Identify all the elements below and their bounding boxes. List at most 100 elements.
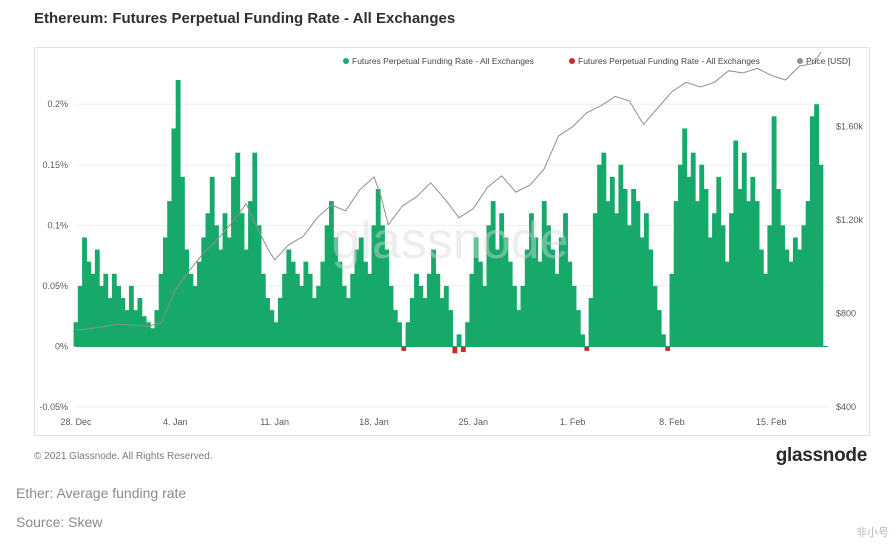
funding-bar-negative	[460, 346, 466, 353]
funding-bar	[324, 225, 330, 347]
funding-bar	[550, 249, 556, 347]
x-tick-label: 8. Feb	[659, 417, 685, 427]
legend-item[interactable]: Futures Perpetual Funding Rate - All Exc…	[569, 56, 760, 66]
y-left-tick-label: 0.2%	[47, 99, 68, 109]
funding-bar	[201, 237, 207, 347]
funding-bar	[341, 285, 347, 347]
funding-bar	[507, 261, 513, 347]
funding-bar	[567, 261, 573, 347]
caption-line-1: Ether: Average funding rate	[16, 485, 187, 501]
funding-bar	[673, 201, 679, 347]
x-tick-label: 25. Jan	[459, 417, 489, 427]
funding-bar	[648, 249, 654, 347]
y-left-tick-label: 0.05%	[42, 281, 68, 291]
funding-bar	[695, 201, 700, 347]
funding-bar	[729, 213, 734, 347]
funding-bar	[188, 273, 194, 347]
funding-bar	[392, 310, 398, 347]
copyright-text: © 2021 Glassnode. All Rights Reserved.	[34, 451, 213, 462]
y-right-tick-label: $800	[836, 309, 856, 319]
funding-bar	[516, 310, 522, 347]
funding-bar	[720, 225, 726, 347]
funding-bar	[575, 310, 581, 347]
funding-bar	[367, 273, 373, 347]
funding-bar	[409, 298, 415, 347]
funding-bar	[716, 176, 722, 347]
funding-bar	[631, 189, 637, 347]
funding-bar	[605, 201, 611, 347]
funding-bar	[167, 201, 173, 347]
funding-bar	[375, 189, 381, 347]
funding-bar	[345, 298, 351, 347]
funding-bar	[154, 310, 160, 347]
funding-bar	[486, 225, 492, 347]
funding-bar	[499, 213, 505, 347]
funding-bar	[614, 213, 620, 347]
funding-bar	[133, 310, 139, 347]
funding-bar	[699, 164, 705, 347]
legend[interactable]: Futures Perpetual Funding Rate - All Exc…	[343, 56, 850, 66]
funding-bar	[563, 213, 568, 347]
funding-bars	[73, 80, 828, 354]
funding-bar	[801, 225, 807, 347]
funding-bar	[473, 237, 479, 347]
funding-bar	[371, 225, 377, 347]
funding-bar	[311, 298, 317, 347]
funding-bar-negative	[401, 346, 407, 351]
y-left-tick-label: 0.15%	[42, 160, 68, 170]
funding-bar	[750, 176, 756, 347]
funding-bar	[512, 285, 517, 347]
axes: -0.05% 0% 0.05% 0.1% 0.15% 0.2% $400 $800 $1.20k…	[39, 99, 863, 427]
funding-bar	[537, 261, 543, 347]
funding-bar	[137, 298, 143, 347]
funding-bar	[469, 273, 475, 347]
funding-bar	[494, 249, 500, 347]
funding-bar	[435, 273, 441, 347]
funding-bar	[414, 273, 419, 347]
legend-label: Price [USD]	[806, 56, 850, 66]
price-layer	[75, 51, 822, 331]
funding-bar	[707, 237, 713, 347]
funding-bar	[239, 213, 245, 347]
funding-bar	[797, 249, 803, 347]
funding-bar	[741, 152, 747, 347]
funding-bar	[380, 225, 385, 347]
funding-bar	[626, 225, 632, 347]
funding-bar	[431, 249, 436, 347]
funding-bar	[128, 285, 134, 347]
funding-bar	[754, 201, 760, 347]
funding-bar	[767, 225, 773, 347]
funding-bar	[678, 164, 683, 347]
funding-bar	[571, 285, 577, 347]
funding-bar	[609, 176, 615, 347]
legend-item[interactable]: Futures Perpetual Funding Rate - All Exc…	[343, 56, 534, 66]
x-tick-label: 18. Jan	[359, 417, 389, 427]
funding-bar	[597, 164, 602, 347]
funding-bar	[533, 237, 539, 347]
funding-bar	[158, 273, 164, 347]
funding-bar	[94, 249, 100, 347]
funding-bar	[660, 334, 666, 347]
funding-bar	[805, 201, 811, 347]
funding-bar	[763, 273, 768, 347]
funding-bar	[477, 261, 483, 347]
y-left-tick-label: 0%	[55, 341, 68, 351]
funding-bar	[231, 176, 236, 347]
funding-bar	[145, 322, 151, 347]
legend-label: Futures Perpetual Funding Rate - All Exc…	[352, 56, 534, 66]
legend-marker	[569, 58, 575, 64]
funding-bar	[482, 285, 488, 347]
funding-bar	[303, 261, 309, 347]
funding-bar	[818, 164, 824, 347]
funding-bar	[252, 152, 258, 347]
funding-bar	[546, 225, 551, 347]
funding-bar	[363, 261, 368, 347]
funding-bar	[107, 298, 113, 347]
funding-bar	[388, 285, 394, 347]
funding-bar	[503, 237, 509, 347]
legend-item[interactable]: Price [USD]	[797, 56, 850, 66]
funding-bar	[771, 116, 777, 347]
funding-bar	[175, 80, 181, 347]
funding-bar	[316, 285, 322, 347]
